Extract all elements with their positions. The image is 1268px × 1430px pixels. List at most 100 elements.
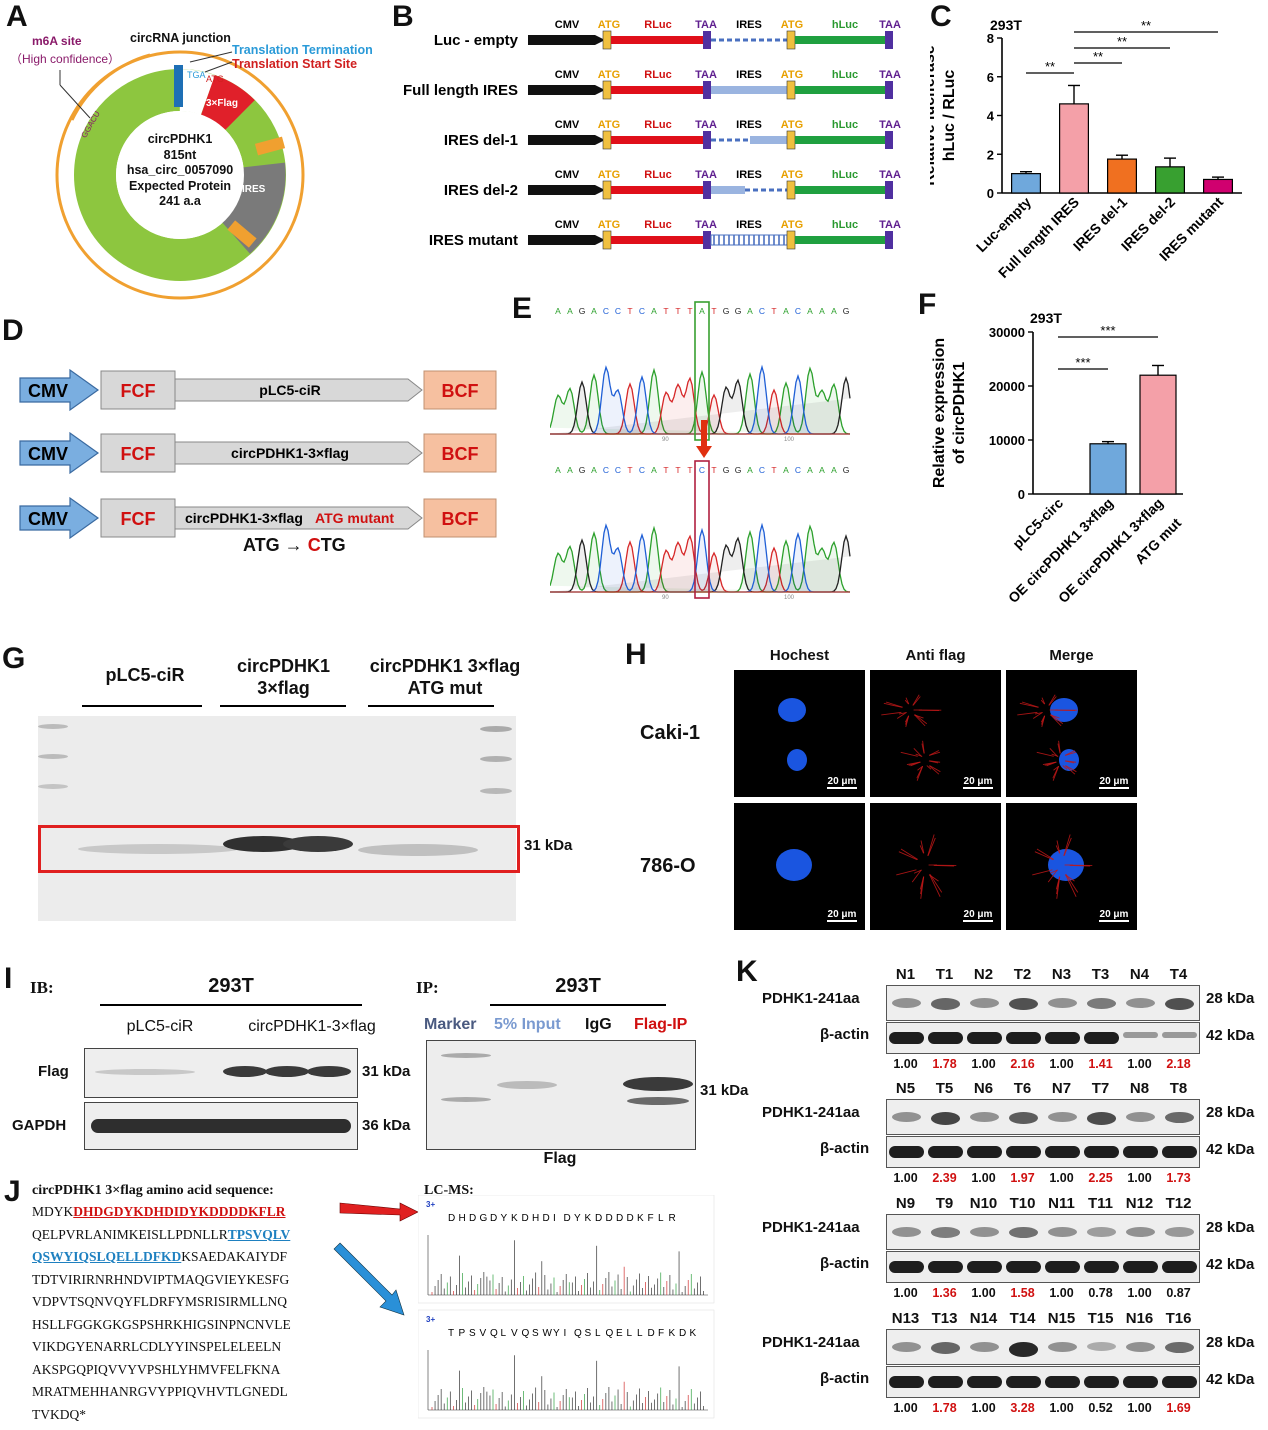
lane-label: T8 [1169,1080,1188,1097]
hluc-label: hLuc [832,219,858,231]
ires-part [711,186,745,194]
flag-signal [915,753,923,757]
kda42-label: 42 kDa [1206,1256,1255,1273]
flag-signal [926,765,932,770]
pdhk-band [1087,1227,1116,1237]
base-call: A [831,306,837,316]
y-axis-label-1: Relative luciferase [930,45,938,186]
bar [1155,166,1186,194]
construct-row: IRES mutant CMV ATG RLuc TAA IRES ATG hLuc TAA [429,219,901,250]
flag-signal [900,848,919,860]
actin-label: β-actin [820,1370,870,1387]
significance-stars: ** [1117,34,1127,49]
quant-value: 1.00 [971,1171,996,1185]
nucleus [787,749,807,771]
significance-stars: ** [1141,18,1151,33]
ib-flag-blot [84,1048,358,1098]
flag-signal [1032,869,1053,876]
peptide-residue: H [532,1213,539,1224]
actin-band [889,1146,924,1158]
taa2-label: TAA [879,19,901,31]
construct-name: IRES mutant [429,232,518,249]
actin-band [1123,1146,1158,1158]
taa2-box [885,231,893,249]
cmv-label: CMV [555,69,580,81]
y-axis-label-2: hLuc / RLuc [941,70,958,162]
flag-signal [1049,714,1060,719]
bcf-label: BCF [442,444,479,464]
flag-signal [1056,840,1061,854]
actin-band [967,1376,1002,1388]
ip-kda31: 31 kDa [700,1082,749,1099]
position-tick: 100 [784,595,795,600]
flag-signal [928,874,939,882]
flag-signal [1064,874,1075,882]
seq-flag-peptide: DHDGDYKDHDIDYKDDDDKFLR [73,1204,286,1219]
lane-label: T7 [1091,1080,1110,1097]
flag-signal [928,750,940,756]
construct-name: IRES del-1 [444,132,518,149]
actin-blot [886,1366,1200,1398]
flag-signal [905,697,910,705]
pdhk-band [892,1227,921,1237]
ires-label: IRES [736,119,762,131]
if-image: 20 μm [734,670,865,797]
actin-band [1084,1261,1119,1273]
ib-gapdh-blot [84,1102,358,1150]
panel-label-f: F [918,288,937,321]
peptide-residue: V [511,1328,518,1339]
x-category-label: Full length IRES [995,194,1082,281]
mutation-arrow-icon [696,420,712,458]
position-tick: 100 [784,437,795,443]
fcf-label: FCF [121,444,156,464]
base-call: A [747,465,753,475]
quant-value: 1.00 [1049,1401,1074,1415]
seq-title: circPDHK1 3×flag amino acid sequence: [32,1183,274,1198]
panel-label-h: H [625,638,647,671]
flag-signal [1017,711,1038,716]
peptide-residue: D [448,1213,455,1224]
base-call: A [819,306,825,316]
lane-label: T5 [935,1080,954,1097]
peptide-residue: D [522,1213,529,1224]
if-row-label: Caki-1 [640,722,701,744]
peptide-residue: Y [501,1213,508,1224]
cell-line-label: 293T [1030,310,1062,326]
quant-value: 1.00 [1127,1057,1152,1071]
actin-band [928,1032,963,1044]
actin-label: β-actin [820,1140,870,1157]
ib-cell-line: 293T [208,975,254,997]
kda-31-g: 31 kDa [524,837,573,854]
base-call: C [603,465,609,475]
flag-signal [1047,869,1058,883]
actin-band [1123,1032,1158,1038]
luciferase-chart: 293T 0 2 4 6 8 Relative luciferase hLuc / RLuc *… [930,17,1242,281]
lane-label: T6 [1013,1080,1032,1097]
lane-label: T4 [1169,966,1188,983]
base-call: T [687,306,692,316]
flag-signal [1032,712,1043,719]
flag-signal [912,696,921,706]
circ-aa: 241 a.a [159,194,201,208]
pdhk-band [1048,1227,1077,1237]
atg-mutant-label: ATG mutant [315,510,394,526]
ip-marker: Marker [424,1016,477,1033]
pdhk-band [892,1112,921,1122]
ires-label: IRES [736,169,762,181]
pdhk-band [970,1112,999,1122]
base-call: A [747,306,753,316]
base-call: C [603,306,609,316]
ib-kda31: 31 kDa [362,1063,411,1080]
taa-label: TAA [695,219,717,231]
pdhk-band [931,1112,960,1125]
vector-row: CMV FCF BCF circPDHK1-3×flag ATG mutant [19,496,497,540]
mut-c: C [307,535,321,555]
if-image: 20 μm [734,803,865,930]
ires-segment-label: IRES [242,184,266,195]
panel-label-b: B [392,0,414,33]
cmv-promoter [528,35,605,45]
base-call: A [807,465,813,475]
base-call: A [567,465,573,475]
flag-signal [929,765,941,773]
quant-value: 1.00 [1049,1171,1074,1185]
